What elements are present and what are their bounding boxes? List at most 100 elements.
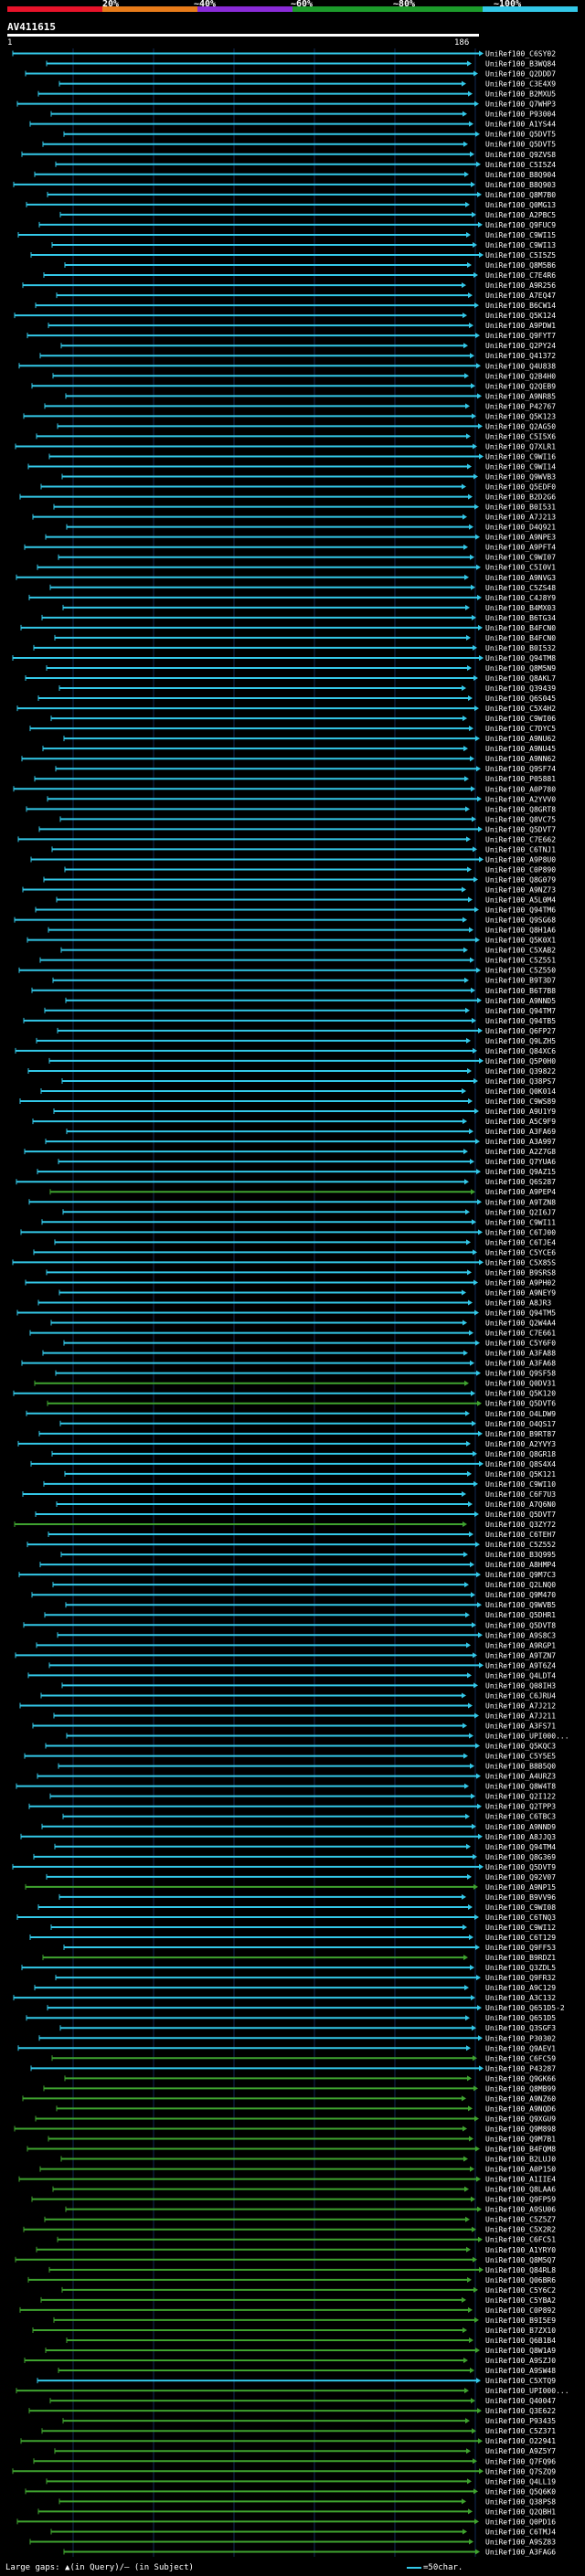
hit-label[interactable]: UniRef100_A9P8U0 bbox=[485, 855, 556, 864]
hit-label[interactable]: UniRef100_B8Q904 bbox=[485, 171, 556, 179]
hit-label[interactable]: UniRef100_Q0K014 bbox=[485, 1087, 556, 1096]
hit-label[interactable]: UniRef100_C5I5X6 bbox=[485, 432, 556, 440]
hit-label[interactable]: UniRef100_Q6FP27 bbox=[485, 1027, 556, 1035]
hit-label[interactable]: UniRef100_A3FA68 bbox=[485, 1360, 556, 1368]
hit-label[interactable]: UniRef100_B4FCN0 bbox=[485, 634, 556, 642]
hit-label[interactable]: UniRef100_Q5KQC3 bbox=[485, 1743, 556, 1751]
hit-label[interactable]: UniRef100_A9SU06 bbox=[485, 2206, 556, 2214]
hit-label[interactable]: UniRef100_Q5P0H0 bbox=[485, 1057, 556, 1065]
hit-label[interactable]: UniRef100_A9NU62 bbox=[485, 735, 556, 743]
hit-label[interactable]: UniRef100_Q7YUA6 bbox=[485, 1158, 556, 1166]
hit-label[interactable]: UniRef100_Q2B4H0 bbox=[485, 372, 556, 380]
hit-label[interactable]: UniRef100_B8Q903 bbox=[485, 181, 556, 189]
hit-label[interactable]: UniRef100_B3Q995 bbox=[485, 1551, 556, 1559]
hit-label[interactable]: UniRef100_Q5DVT5 bbox=[485, 141, 556, 149]
hit-label[interactable]: UniRef100_A5L0M4 bbox=[485, 896, 556, 905]
hit-label[interactable]: UniRef100_A9PH02 bbox=[485, 1278, 556, 1287]
hit-label[interactable]: UniRef100_Q2TPP3 bbox=[485, 1803, 556, 1811]
hit-label[interactable]: UniRef100_Q8S4X4 bbox=[485, 1460, 556, 1468]
hit-label[interactable]: UniRef100_A9SZ83 bbox=[485, 2538, 556, 2546]
hit-label[interactable]: UniRef100_C5Y5E5 bbox=[485, 1753, 556, 1761]
hit-label[interactable]: UniRef100_C7E661 bbox=[485, 1330, 556, 1338]
hit-label[interactable]: UniRef100_C6JRU4 bbox=[485, 1691, 556, 1700]
hit-label[interactable]: UniRef100_P43287 bbox=[485, 2064, 556, 2072]
hit-label[interactable]: UniRef100_B9RDZ1 bbox=[485, 1954, 556, 1962]
hit-label[interactable]: UniRef100_A9NQD6 bbox=[485, 2104, 556, 2113]
hit-label[interactable]: UniRef100_A9TZN8 bbox=[485, 1198, 556, 1206]
hit-label[interactable]: UniRef100_Q7XLR1 bbox=[485, 442, 556, 451]
hit-label[interactable]: UniRef100_Q9FF53 bbox=[485, 1944, 556, 1952]
hit-label[interactable]: UniRef100_P93004 bbox=[485, 111, 556, 119]
hit-label[interactable]: UniRef100_A9NU45 bbox=[485, 745, 556, 753]
hit-label[interactable]: UniRef100_A8JR3 bbox=[485, 1299, 551, 1308]
hit-label[interactable]: UniRef100_A3FA88 bbox=[485, 1350, 556, 1358]
hit-label[interactable]: UniRef100_C9WI12 bbox=[485, 1924, 556, 1932]
hit-label[interactable]: UniRef100_B9T3D7 bbox=[485, 977, 556, 985]
hit-label[interactable]: UniRef100_O4QS17 bbox=[485, 1420, 556, 1428]
hit-label[interactable]: UniRef100_Q94TM4 bbox=[485, 1843, 556, 1851]
hit-label[interactable]: UniRef100_C4J8Y9 bbox=[485, 594, 556, 602]
hit-label[interactable]: UniRef100_A9Z5Y7 bbox=[485, 2447, 556, 2455]
hit-label[interactable]: UniRef100_B0I532 bbox=[485, 644, 556, 652]
hit-label[interactable]: UniRef100_B7ZX10 bbox=[485, 2327, 556, 2335]
hit-label[interactable]: UniRef100_Q9SG68 bbox=[485, 917, 556, 925]
hit-label[interactable]: UniRef100_Q6S045 bbox=[485, 694, 556, 703]
hit-label[interactable]: UniRef100_Q94TM5 bbox=[485, 1309, 556, 1318]
hit-label[interactable]: UniRef100_Q9LZH5 bbox=[485, 1037, 556, 1045]
hit-label[interactable]: UniRef100_P30302 bbox=[485, 2034, 556, 2042]
hit-label[interactable]: UniRef100_Q3ZY72 bbox=[485, 1521, 556, 1529]
hit-label[interactable]: UniRef100_C9WI13 bbox=[485, 241, 556, 249]
hit-label[interactable]: UniRef100_C5XTQ9 bbox=[485, 2377, 556, 2385]
hit-label[interactable]: UniRef100_C3E4X9 bbox=[485, 80, 556, 89]
hit-label[interactable]: UniRef100_Q94TM6 bbox=[485, 906, 556, 915]
hit-label[interactable]: UniRef100_Q5DVT5 bbox=[485, 131, 556, 139]
hit-label[interactable]: UniRef100_Q0MG13 bbox=[485, 201, 556, 209]
hit-label[interactable]: UniRef100_A4URZ3 bbox=[485, 1773, 556, 1781]
hit-label[interactable]: UniRef100_Q651D5-2 bbox=[485, 2004, 565, 2012]
hit-label[interactable]: UniRef100_Q5DVT6 bbox=[485, 1400, 556, 1408]
hit-label[interactable]: UniRef100_A3A997 bbox=[485, 1138, 556, 1146]
hit-label[interactable]: UniRef100_Q2I122 bbox=[485, 1793, 556, 1801]
hit-label[interactable]: UniRef100_Q39822 bbox=[485, 1067, 556, 1076]
hit-label[interactable]: UniRef100_B4FQM8 bbox=[485, 2146, 556, 2154]
hit-label[interactable]: UniRef100_Q2LNQ0 bbox=[485, 1581, 556, 1589]
hit-label[interactable]: UniRef100_A9S8C3 bbox=[485, 1631, 556, 1639]
hit-label[interactable]: UniRef100_Q06BR6 bbox=[485, 2276, 556, 2284]
hit-label[interactable]: UniRef100_B4MX03 bbox=[485, 604, 556, 612]
hit-label[interactable]: UniRef100_A2PBC5 bbox=[485, 211, 556, 219]
hit-label[interactable]: UniRef100_Q9WVB5 bbox=[485, 1601, 556, 1609]
hit-label[interactable]: UniRef100_Q5K121 bbox=[485, 1470, 556, 1479]
hit-label[interactable]: UniRef100_B6T7B8 bbox=[485, 987, 556, 995]
hit-label[interactable]: UniRef100_Q0DV31 bbox=[485, 1380, 556, 1388]
hit-label[interactable]: UniRef100_Q9FUC9 bbox=[485, 221, 556, 229]
hit-label[interactable]: UniRef100_C6FC59 bbox=[485, 2054, 556, 2062]
hit-label[interactable]: UniRef100_B9RT87 bbox=[485, 1430, 556, 1438]
hit-label[interactable]: UniRef100_C6TNJ1 bbox=[485, 845, 556, 853]
hit-label[interactable]: UniRef100_C5Z551 bbox=[485, 957, 556, 965]
hit-label[interactable]: UniRef100_Q9AEV1 bbox=[485, 2044, 556, 2052]
hit-label[interactable]: UniRef100_C5Z550 bbox=[485, 967, 556, 975]
hit-label[interactable]: UniRef100_Q8LAA6 bbox=[485, 2186, 556, 2194]
hit-label[interactable]: UniRef100_Q8H1A6 bbox=[485, 927, 556, 935]
hit-label[interactable]: UniRef100_Q2DDD7 bbox=[485, 70, 556, 79]
hit-label[interactable]: UniRef100_Q2AG50 bbox=[485, 422, 556, 430]
hit-label[interactable]: UniRef100_A7EQ47 bbox=[485, 292, 556, 300]
hit-label[interactable]: UniRef100_Q8G369 bbox=[485, 1853, 556, 1861]
hit-label[interactable]: UniRef100_C6TBC3 bbox=[485, 1813, 556, 1821]
hit-label[interactable]: UniRef100_P05881 bbox=[485, 775, 556, 783]
hit-label[interactable]: UniRef100_C5I5Z5 bbox=[485, 251, 556, 260]
hit-label[interactable]: UniRef100_B2D2G6 bbox=[485, 493, 556, 502]
hit-label[interactable]: UniRef100_C5Z371 bbox=[485, 2427, 556, 2435]
hit-label[interactable]: UniRef100_Q5DHR1 bbox=[485, 1611, 556, 1619]
hit-label[interactable]: UniRef100_A0P780 bbox=[485, 785, 556, 793]
hit-label[interactable]: UniRef100_Q2I6J7 bbox=[485, 1208, 556, 1216]
hit-label[interactable]: UniRef100_C5YCE6 bbox=[485, 1248, 556, 1256]
hit-label[interactable]: UniRef100_A9PFT4 bbox=[485, 544, 556, 552]
hit-label[interactable]: UniRef100_UPI000... bbox=[485, 2387, 569, 2395]
hit-label[interactable]: UniRef100_A2YVY3 bbox=[485, 1440, 556, 1448]
hit-label[interactable]: UniRef100_A1YRY0 bbox=[485, 2246, 556, 2254]
hit-label[interactable]: UniRef100_C5YBA2 bbox=[485, 2296, 556, 2305]
hit-label[interactable]: UniRef100_A2Z7G8 bbox=[485, 1148, 556, 1156]
hit-label[interactable]: UniRef100_A9C129 bbox=[485, 1984, 556, 1992]
hit-label[interactable]: UniRef100_Q5EDF0 bbox=[485, 483, 556, 492]
